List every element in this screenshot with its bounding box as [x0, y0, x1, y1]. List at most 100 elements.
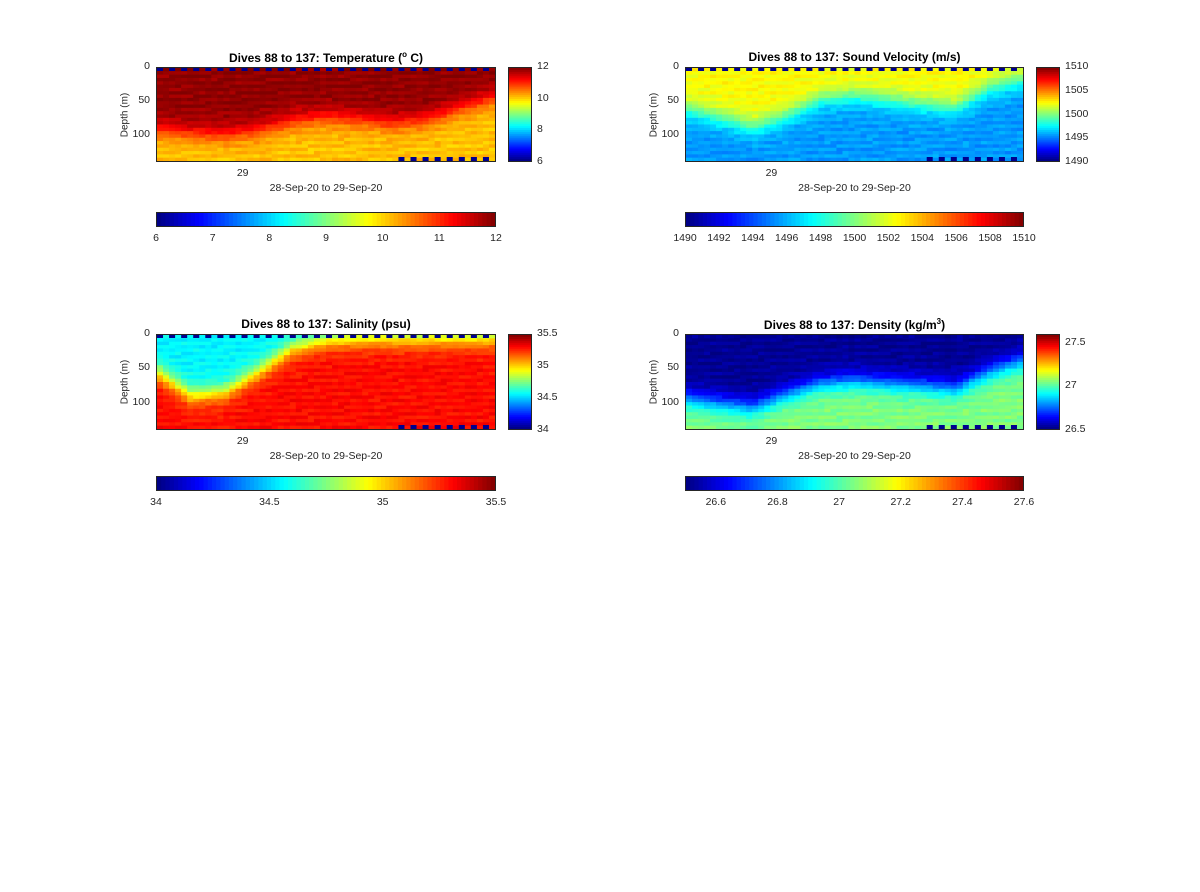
heatmap-cell	[428, 392, 436, 397]
heatmap-cell	[440, 141, 448, 145]
heatmap-cell	[163, 385, 170, 390]
heatmap-cell	[295, 141, 303, 145]
heatmap-cell	[277, 361, 285, 366]
heatmap-cell	[470, 361, 478, 366]
heatmap-cell	[259, 335, 267, 339]
heatmap-cell	[806, 101, 813, 106]
heatmap-cell	[722, 91, 729, 96]
heatmap-cell	[356, 137, 363, 142]
heatmap-cell	[398, 348, 406, 353]
heatmap-cell	[440, 144, 448, 149]
heatmap-cell	[319, 107, 327, 112]
heatmap-cell	[404, 412, 412, 417]
heatmap-cell	[332, 348, 339, 353]
heatmap-cell	[163, 81, 170, 86]
heatmap-cell	[416, 425, 424, 429]
heatmap-cell	[265, 134, 273, 139]
heatmap-cell	[247, 117, 255, 122]
heatmap-cell	[175, 338, 182, 343]
heatmap-cell	[271, 81, 279, 86]
colorbar-segment	[1037, 108, 1059, 112]
heatmap-cell	[368, 94, 375, 99]
heatmap-cell	[344, 368, 351, 373]
heatmap-cell	[842, 87, 850, 92]
heatmap-cell	[169, 104, 176, 109]
heatmap-cell	[824, 91, 832, 96]
heatmap-cell	[878, 107, 886, 112]
heatmap-cell	[259, 104, 267, 109]
heatmap-cell	[338, 388, 345, 393]
heatmap-cell	[734, 81, 741, 86]
heatmap-cell	[332, 157, 339, 161]
heatmap-cell	[181, 402, 188, 407]
heatmap-cell	[229, 94, 237, 99]
heatmap-cell	[986, 71, 994, 76]
heatmap-cell	[193, 107, 200, 112]
heatmap-cell	[854, 127, 862, 132]
heatmap-cell	[175, 77, 182, 82]
heatmap-cell	[169, 375, 176, 380]
colorbar-segment	[728, 213, 733, 226]
heatmap-cell	[1016, 124, 1023, 129]
heatmap-cell	[422, 378, 430, 383]
colorbar-segment	[732, 213, 738, 226]
heatmap-cell	[338, 104, 345, 109]
heatmap-cell	[776, 94, 783, 99]
heatmap-cell	[356, 341, 363, 346]
colorbar-segment	[1037, 139, 1059, 143]
heatmap-cell	[764, 134, 771, 139]
heatmap-cell	[229, 388, 237, 393]
heatmap-cell	[163, 392, 170, 397]
heatmap-cell	[890, 107, 898, 112]
heatmap-cell	[440, 335, 448, 339]
heatmap-cell	[458, 418, 466, 423]
heatmap-cell	[1016, 81, 1023, 86]
heatmap-cell	[253, 114, 261, 119]
heatmap-cell	[193, 355, 200, 360]
heatmap-cell	[920, 87, 928, 92]
heatmap-cell	[350, 101, 357, 106]
heatmap-cell	[410, 422, 418, 427]
heatmap-cell	[356, 101, 363, 106]
heatmap-cell	[746, 157, 753, 161]
heatmap-cell	[716, 131, 723, 136]
heatmap-cell	[163, 422, 170, 427]
heatmap-cell	[181, 385, 188, 390]
heatmap-cell	[223, 415, 231, 420]
heatmap-cell	[386, 111, 393, 116]
colorbar-segment	[486, 213, 492, 226]
heatmap-cell	[253, 378, 261, 383]
heatmap-cell	[356, 117, 363, 122]
heatmap-cell	[374, 154, 381, 159]
colorbar-segment	[338, 213, 344, 226]
heatmap-cell	[199, 124, 206, 129]
heatmap-cell	[175, 141, 182, 145]
colorbar-segment	[846, 213, 851, 226]
heatmap-cell	[229, 77, 237, 82]
heatmap-cell	[410, 402, 418, 407]
heatmap-cell	[277, 382, 285, 386]
heatmap-cell	[872, 107, 880, 112]
heatmap-cell	[181, 147, 188, 152]
heatmap-cell	[932, 147, 940, 152]
heatmap-cell	[235, 375, 243, 380]
heatmap-cell	[434, 351, 442, 356]
heatmap-cell	[319, 392, 327, 397]
heatmap-cell	[440, 415, 448, 420]
heatmap-cell	[416, 127, 424, 132]
heatmap-cell	[452, 87, 460, 92]
heatmap-cell	[446, 77, 454, 82]
heatmap-cell	[446, 134, 454, 139]
heatmap-cell	[806, 97, 813, 102]
heatmap-cell	[217, 392, 224, 397]
heatmap-cell	[295, 71, 303, 76]
heatmap-cell	[187, 355, 194, 360]
heatmap-cell	[163, 361, 170, 366]
heatmap-cell	[830, 71, 838, 76]
heatmap-cell	[1010, 87, 1018, 92]
heatmap-cell	[992, 121, 1000, 126]
heatmap-cell	[416, 117, 424, 122]
heatmap-cell	[434, 97, 442, 102]
heatmap-cell	[241, 97, 249, 102]
heatmap-cell	[289, 351, 297, 356]
